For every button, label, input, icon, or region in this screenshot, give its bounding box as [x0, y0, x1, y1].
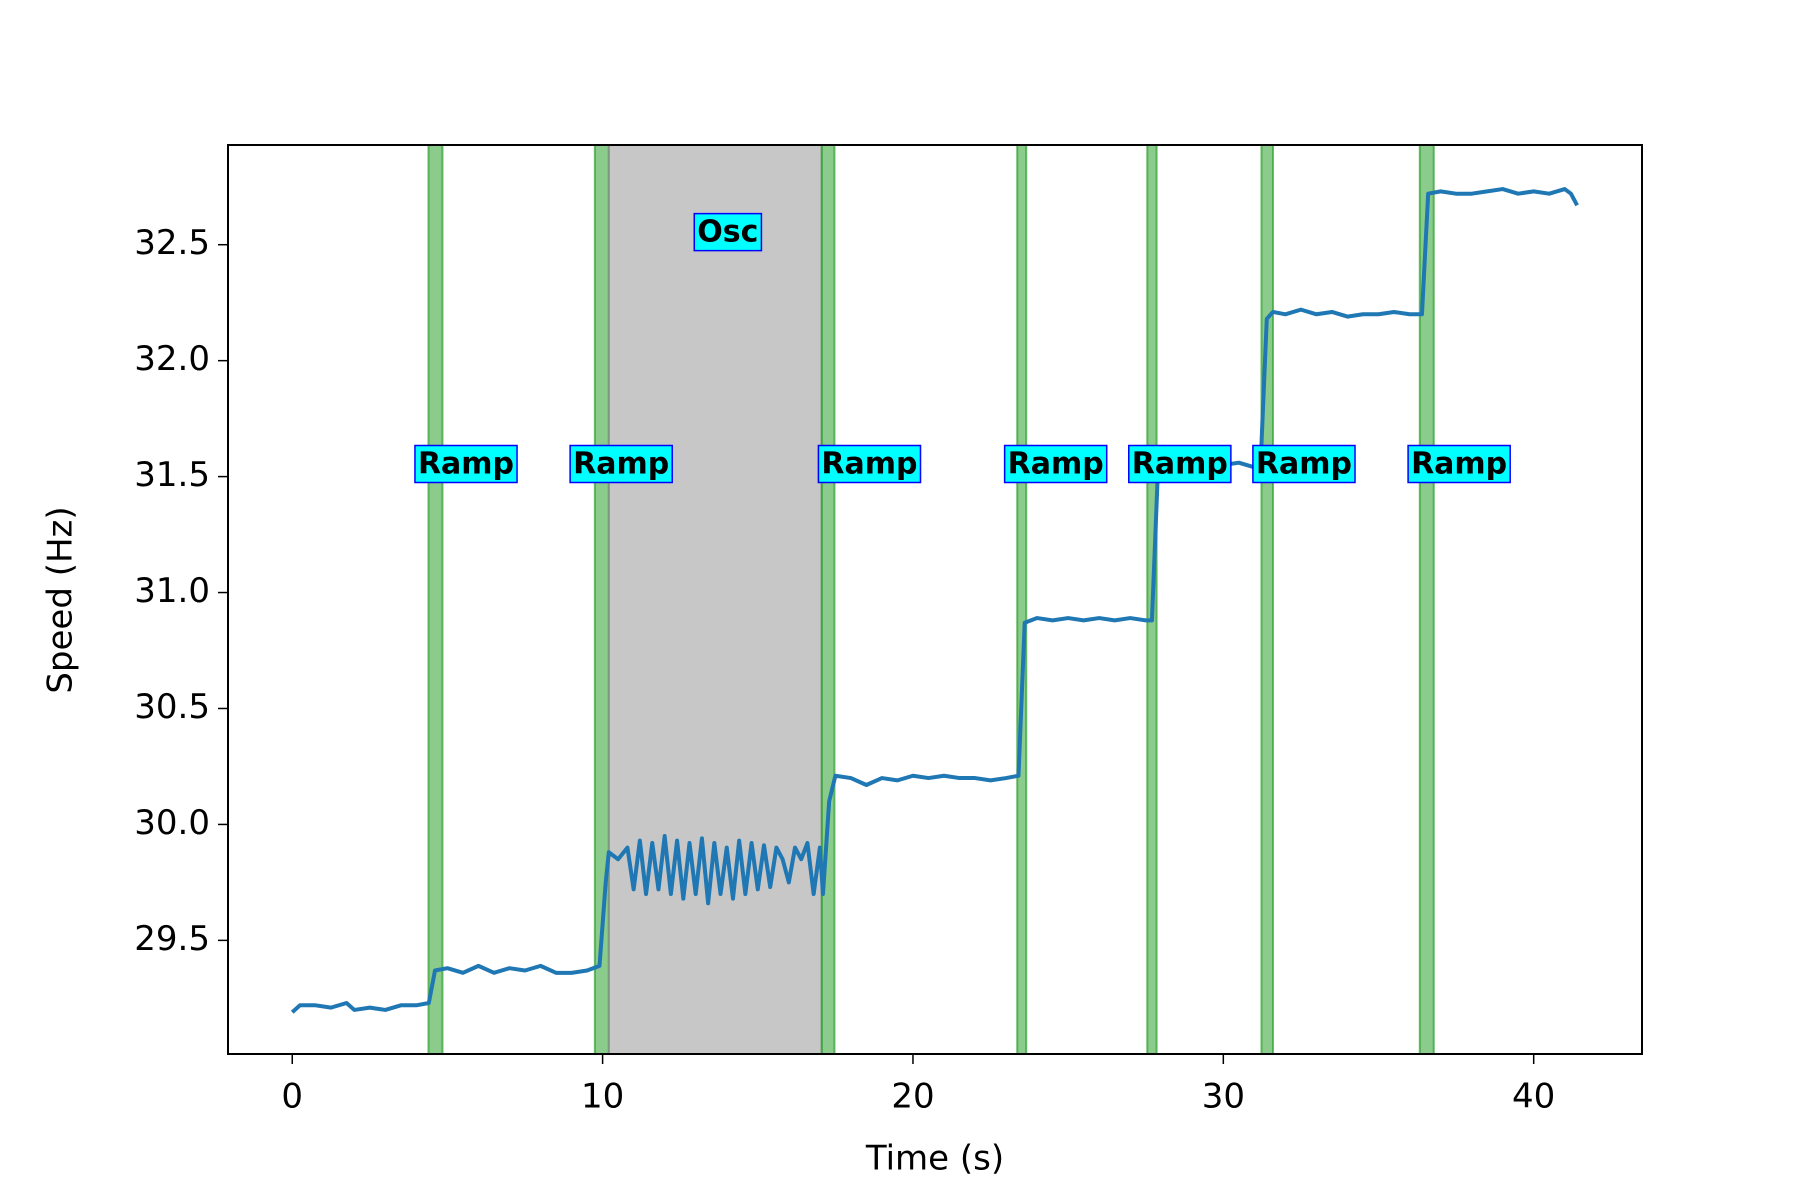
y-tick-label: 32.0 [134, 339, 210, 379]
y-tick-label: 32.5 [134, 223, 210, 263]
spans [427, 144, 1435, 1055]
annotation-box [1128, 444, 1232, 484]
plot-frame [227, 144, 1643, 1055]
y-tick-label: 31.0 [134, 571, 210, 611]
annotation-box [1003, 444, 1108, 484]
annotation: Ramp [1008, 447, 1104, 482]
annotation: Ramp [821, 447, 917, 482]
x-tick-label: 10 [581, 1077, 624, 1117]
span [607, 144, 823, 1055]
y-tick-label: 29.5 [134, 919, 210, 959]
annotation: Ramp [1132, 447, 1228, 482]
y-tick-label: 31.5 [134, 455, 210, 495]
span [1016, 144, 1028, 1055]
x-tick-label: 20 [891, 1077, 934, 1117]
annotation: Ramp [1411, 447, 1507, 482]
x-tick-label: 30 [1202, 1077, 1245, 1117]
annotation-box [817, 444, 922, 484]
span [820, 144, 836, 1055]
annotation-box [414, 444, 518, 484]
annotation-box [569, 444, 673, 484]
annotation: Ramp [1256, 447, 1352, 482]
annotation-box [1252, 444, 1356, 484]
span [1260, 144, 1274, 1055]
annotation-box [693, 212, 763, 252]
data-line [290, 187, 1579, 1014]
annotation: Ramp [418, 447, 514, 482]
annotation-box [1407, 444, 1511, 484]
x-tick-label: 0 [281, 1077, 303, 1117]
span [427, 144, 444, 1055]
x-tick-label: 40 [1512, 1077, 1555, 1117]
annotation: Osc [697, 215, 758, 250]
x-axis-label: Time (s) [865, 1139, 1004, 1179]
annotation: Ramp [573, 447, 669, 482]
y-axis-label: Speed (Hz) [41, 506, 81, 693]
y-tick-label: 30.5 [134, 687, 210, 727]
y-tick-label: 30.0 [134, 803, 210, 843]
